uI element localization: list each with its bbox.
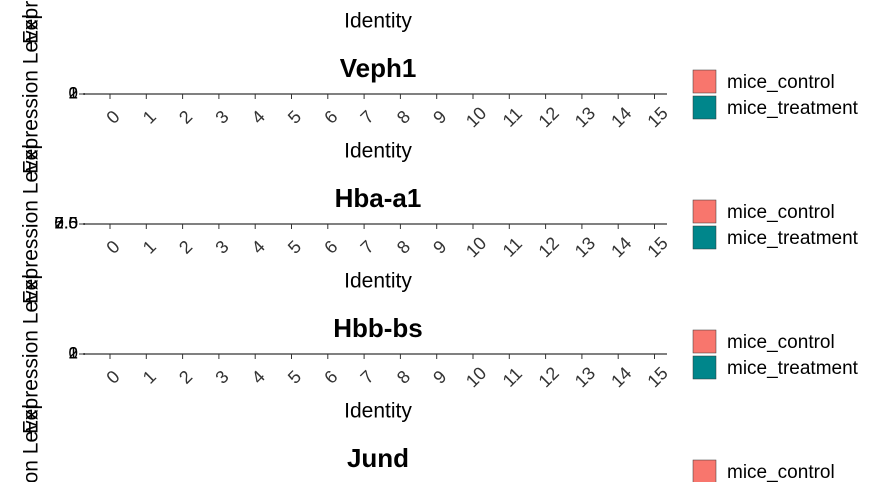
x-tick-label: 6 bbox=[320, 367, 341, 388]
x-tick-label: 11 bbox=[499, 103, 526, 130]
y-tick-label: 1 bbox=[69, 83, 78, 102]
y-tick-label: 1 bbox=[69, 343, 78, 362]
x-tick-label: 0 bbox=[103, 237, 124, 258]
x-tick-label: 9 bbox=[429, 237, 450, 258]
x-tick-label: 10 bbox=[462, 103, 490, 131]
x-axis-label: Identity bbox=[344, 400, 412, 423]
x-tick-label: 10 bbox=[462, 363, 490, 391]
x-tick-label: 12 bbox=[535, 103, 563, 131]
legend-label: mice_control bbox=[727, 72, 835, 93]
x-tick-label: 14 bbox=[607, 233, 635, 261]
x-tick-label: 15 bbox=[643, 363, 671, 391]
x-tick-label: 15 bbox=[643, 233, 671, 261]
x-tick-label: 1 bbox=[139, 237, 160, 258]
x-tick-label: 10 bbox=[462, 0, 490, 1]
x-tick-label: 9 bbox=[429, 107, 450, 128]
legend-label: mice_treatment bbox=[727, 358, 859, 379]
panel-title: Hba-a1 bbox=[335, 183, 422, 213]
legend-swatch bbox=[692, 355, 717, 380]
x-tick-label: 10 bbox=[462, 233, 490, 261]
x-tick-label: 13 bbox=[571, 363, 599, 391]
y-tick-label: 2 bbox=[69, 83, 78, 102]
x-tick-label: 14 bbox=[607, 363, 635, 391]
x-tick-label: 7 bbox=[357, 107, 378, 128]
x-tick-label: 11 bbox=[499, 0, 526, 1]
x-tick-label: 5 bbox=[284, 107, 305, 128]
legend-label: mice_treatment bbox=[727, 228, 859, 249]
x-tick-label: 14 bbox=[607, 103, 635, 131]
legend-swatch bbox=[692, 329, 717, 354]
y-axis-label: Expression Level bbox=[20, 404, 43, 482]
y-tick-label: 2.5 bbox=[54, 213, 78, 232]
legend-label: mice_treatment bbox=[727, 98, 859, 119]
x-tick-label: 1 bbox=[139, 367, 160, 388]
y-tick-label: 5.0 bbox=[54, 213, 78, 232]
x-tick-label: 15 bbox=[643, 0, 671, 1]
x-tick-label: 5 bbox=[284, 367, 305, 388]
x-tick-label: 7 bbox=[357, 237, 378, 258]
x-tick-label: 3 bbox=[211, 107, 232, 128]
x-tick-label: 5 bbox=[284, 237, 305, 258]
x-axis-label: Identity bbox=[344, 10, 412, 33]
x-tick-label: 4 bbox=[248, 237, 269, 258]
legend-swatch bbox=[692, 95, 717, 120]
x-tick-label: 12 bbox=[535, 0, 563, 1]
legend-label: mice_control bbox=[727, 462, 835, 482]
legend-swatch bbox=[692, 69, 717, 94]
x-tick-label: 11 bbox=[499, 233, 526, 260]
x-tick-label: 8 bbox=[393, 107, 414, 128]
legend-label: mice_control bbox=[727, 202, 835, 223]
x-tick-label: 2 bbox=[175, 107, 196, 128]
x-tick-label: 3 bbox=[211, 367, 232, 388]
y-axis-label: Expression Level bbox=[20, 0, 43, 44]
x-tick-label: 11 bbox=[499, 363, 526, 390]
x-tick-label: 12 bbox=[535, 233, 563, 261]
x-axis-label: Identity bbox=[344, 140, 412, 163]
x-tick-label: 8 bbox=[393, 367, 414, 388]
x-tick-label: 9 bbox=[429, 367, 450, 388]
x-tick-label: 15 bbox=[643, 103, 671, 131]
panel-title: Veph1 bbox=[340, 53, 417, 83]
x-tick-label: 14 bbox=[607, 0, 635, 1]
x-tick-label: 13 bbox=[571, 0, 599, 1]
x-axis-label: Identity bbox=[344, 270, 412, 293]
y-tick-label: 0 bbox=[69, 83, 78, 102]
x-tick-label: 8 bbox=[393, 237, 414, 258]
x-tick-label: 6 bbox=[320, 107, 341, 128]
y-axis-label: Expression Level bbox=[20, 144, 43, 304]
x-tick-label: 13 bbox=[571, 233, 599, 261]
x-tick-label: 3 bbox=[211, 237, 232, 258]
legend-swatch bbox=[692, 199, 717, 224]
y-tick-label: 2 bbox=[69, 343, 78, 362]
y-axis-label: Expression Level bbox=[20, 14, 43, 174]
y-axis-label: Expression Level bbox=[20, 274, 43, 434]
x-tick-label: 6 bbox=[320, 237, 341, 258]
legend-label: mice_control bbox=[727, 332, 835, 353]
x-tick-label: 13 bbox=[571, 103, 599, 131]
panel-title: Hbb-bs bbox=[333, 313, 423, 343]
legend-swatch bbox=[692, 459, 717, 482]
legend-swatch bbox=[692, 225, 717, 250]
x-tick-label: 1 bbox=[139, 107, 160, 128]
x-tick-label: 4 bbox=[248, 367, 269, 388]
x-tick-label: 12 bbox=[535, 363, 563, 391]
x-tick-label: 4 bbox=[248, 107, 269, 128]
x-tick-label: 2 bbox=[175, 367, 196, 388]
x-tick-label: 0 bbox=[103, 367, 124, 388]
y-tick-label: 7.5 bbox=[54, 213, 78, 232]
x-tick-label: 2 bbox=[175, 237, 196, 258]
y-tick-label: 0.0 bbox=[54, 213, 78, 232]
x-tick-label: 7 bbox=[357, 367, 378, 388]
x-tick-label: 0 bbox=[103, 107, 124, 128]
y-tick-label: 0 bbox=[69, 343, 78, 362]
panel-title: Jund bbox=[347, 443, 409, 473]
